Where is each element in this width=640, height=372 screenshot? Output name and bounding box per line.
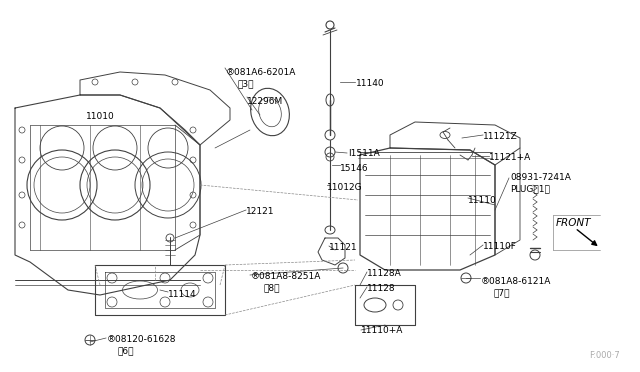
Text: 11110: 11110 — [468, 196, 497, 205]
Text: 11114: 11114 — [168, 290, 196, 299]
Text: 11140: 11140 — [356, 79, 385, 88]
Text: 11012G: 11012G — [327, 183, 363, 192]
Text: （7）: （7） — [494, 288, 511, 297]
Text: 12121: 12121 — [246, 207, 275, 216]
Text: 11010: 11010 — [86, 112, 115, 121]
Text: （8）: （8） — [263, 283, 280, 292]
Text: 11110+A: 11110+A — [361, 326, 403, 335]
Text: 11121: 11121 — [329, 243, 358, 252]
Text: ®081A8-6121A: ®081A8-6121A — [481, 277, 552, 286]
Text: 15146: 15146 — [340, 164, 369, 173]
Text: 11110F: 11110F — [483, 242, 517, 251]
Text: 11128: 11128 — [367, 284, 396, 293]
Text: （6）: （6） — [118, 346, 134, 355]
Text: 11121Z: 11121Z — [483, 132, 518, 141]
Text: 08931-7241A: 08931-7241A — [510, 173, 571, 182]
Text: （3）: （3） — [237, 79, 253, 88]
Text: ®081A6-6201A: ®081A6-6201A — [226, 68, 296, 77]
Text: 11128A: 11128A — [367, 269, 402, 278]
Text: F:000·7: F:000·7 — [589, 351, 620, 360]
Text: PLUG（1）: PLUG（1） — [510, 184, 550, 193]
Text: 11121+A: 11121+A — [489, 153, 531, 162]
Text: ®08120-61628: ®08120-61628 — [107, 335, 177, 344]
Text: ®081A8-8251A: ®081A8-8251A — [251, 272, 321, 281]
Text: I1511A: I1511A — [348, 149, 380, 158]
Text: 12296M: 12296M — [247, 97, 284, 106]
Text: FRONT: FRONT — [556, 218, 591, 228]
